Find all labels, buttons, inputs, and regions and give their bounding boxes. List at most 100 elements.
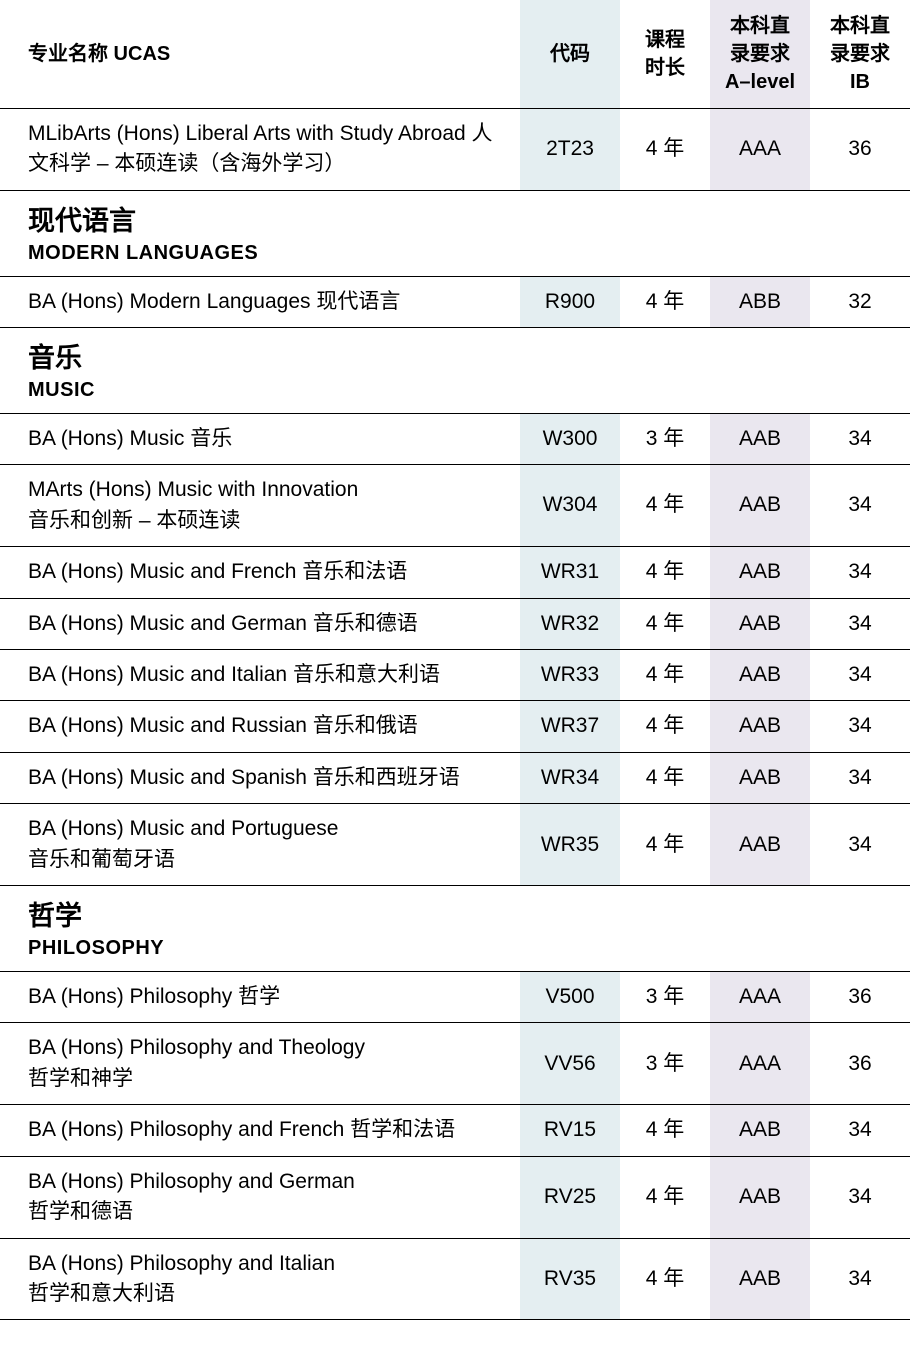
course-duration: 4 年 <box>620 1238 710 1320</box>
section-header-row: 哲学PHILOSOPHY <box>0 886 910 972</box>
section-title: 哲学PHILOSOPHY <box>0 886 910 972</box>
course-name: BA (Hons) Music and Russian 音乐和俄语 <box>0 701 520 752</box>
course-alevel: AAB <box>710 547 810 598</box>
course-alevel: AAB <box>710 701 810 752</box>
course-alevel: AAA <box>710 109 810 191</box>
header-alevel: 本科直录要求A–level <box>710 0 810 109</box>
header-code: 代码 <box>520 0 620 109</box>
course-ib: 36 <box>810 109 910 191</box>
course-code: W304 <box>520 465 620 547</box>
course-duration: 4 年 <box>620 276 710 327</box>
course-ib: 34 <box>810 598 910 649</box>
course-ib: 34 <box>810 547 910 598</box>
course-ib: 36 <box>810 1023 910 1105</box>
course-alevel: AAA <box>710 1023 810 1105</box>
course-alevel: AAB <box>710 598 810 649</box>
course-ib: 34 <box>810 650 910 701</box>
section-title-cn: 现代语言 <box>28 205 902 239</box>
course-duration: 3 年 <box>620 971 710 1022</box>
course-code: WR35 <box>520 804 620 886</box>
course-duration: 4 年 <box>620 547 710 598</box>
course-table: 专业名称 UCAS 代码 课程时长 本科直录要求A–level 本科直录要求IB… <box>0 0 910 1320</box>
table-row: MLibArts (Hons) Liberal Arts with Study … <box>0 109 910 191</box>
header-name: 专业名称 UCAS <box>0 0 520 109</box>
table-row: BA (Hons) Music and German 音乐和德语WR324 年A… <box>0 598 910 649</box>
course-alevel: AAA <box>710 971 810 1022</box>
course-duration: 3 年 <box>620 1023 710 1105</box>
table-header-row: 专业名称 UCAS 代码 课程时长 本科直录要求A–level 本科直录要求IB <box>0 0 910 109</box>
table-row: BA (Hons) Music and Italian 音乐和意大利语WR334… <box>0 650 910 701</box>
course-name: BA (Hons) Music and Portuguese音乐和葡萄牙语 <box>0 804 520 886</box>
course-duration: 4 年 <box>620 1105 710 1156</box>
section-header-row: 现代语言MODERN LANGUAGES <box>0 190 910 276</box>
table-row: BA (Hons) Music 音乐W3003 年AAB34 <box>0 413 910 464</box>
table-row: BA (Hons) Music and Portuguese音乐和葡萄牙语WR3… <box>0 804 910 886</box>
course-code: W300 <box>520 413 620 464</box>
course-alevel: AAB <box>710 465 810 547</box>
course-code: RV35 <box>520 1238 620 1320</box>
course-ib: 34 <box>810 752 910 803</box>
course-ib: 32 <box>810 276 910 327</box>
course-code: VV56 <box>520 1023 620 1105</box>
course-ib: 34 <box>810 701 910 752</box>
course-ib: 34 <box>810 465 910 547</box>
table-row: BA (Hons) Music and French 音乐和法语WR314 年A… <box>0 547 910 598</box>
course-code: WR33 <box>520 650 620 701</box>
course-name: BA (Hons) Philosophy and German哲学和德语 <box>0 1156 520 1238</box>
course-duration: 4 年 <box>620 650 710 701</box>
course-code: V500 <box>520 971 620 1022</box>
course-name: BA (Hons) Music and German 音乐和德语 <box>0 598 520 649</box>
course-name: BA (Hons) Philosophy and Italian哲学和意大利语 <box>0 1238 520 1320</box>
table-row: BA (Hons) Philosophy and French 哲学和法语RV1… <box>0 1105 910 1156</box>
course-code: RV15 <box>520 1105 620 1156</box>
course-ib: 36 <box>810 971 910 1022</box>
course-code: RV25 <box>520 1156 620 1238</box>
course-alevel: AAB <box>710 1105 810 1156</box>
table-row: BA (Hons) Music and Russian 音乐和俄语WR374 年… <box>0 701 910 752</box>
course-code: R900 <box>520 276 620 327</box>
course-duration: 4 年 <box>620 465 710 547</box>
table-row: BA (Hons) Modern Languages 现代语言R9004 年AB… <box>0 276 910 327</box>
table-body: MLibArts (Hons) Liberal Arts with Study … <box>0 109 910 1320</box>
course-name: BA (Hons) Philosophy and Theology哲学和神学 <box>0 1023 520 1105</box>
course-code: WR34 <box>520 752 620 803</box>
course-alevel: AAB <box>710 1156 810 1238</box>
course-name: MLibArts (Hons) Liberal Arts with Study … <box>0 109 520 191</box>
table-row: MArts (Hons) Music with Innovation音乐和创新 … <box>0 465 910 547</box>
course-duration: 3 年 <box>620 413 710 464</box>
section-title-cn: 音乐 <box>28 342 902 376</box>
course-name: BA (Hons) Philosophy 哲学 <box>0 971 520 1022</box>
section-title-en: PHILOSOPHY <box>28 934 902 963</box>
course-name: BA (Hons) Philosophy and French 哲学和法语 <box>0 1105 520 1156</box>
course-duration: 4 年 <box>620 109 710 191</box>
table-row: BA (Hons) Philosophy and Theology哲学和神学VV… <box>0 1023 910 1105</box>
course-ib: 34 <box>810 804 910 886</box>
section-title-en: MUSIC <box>28 376 902 405</box>
course-name: BA (Hons) Music 音乐 <box>0 413 520 464</box>
course-name: BA (Hons) Modern Languages 现代语言 <box>0 276 520 327</box>
course-duration: 4 年 <box>620 598 710 649</box>
course-code: WR32 <box>520 598 620 649</box>
header-duration: 课程时长 <box>620 0 710 109</box>
course-ib: 34 <box>810 1238 910 1320</box>
course-duration: 4 年 <box>620 752 710 803</box>
table-row: BA (Hons) Philosophy and German哲学和德语RV25… <box>0 1156 910 1238</box>
table-row: BA (Hons) Philosophy and Italian哲学和意大利语R… <box>0 1238 910 1320</box>
course-name: BA (Hons) Music and French 音乐和法语 <box>0 547 520 598</box>
section-title: 现代语言MODERN LANGUAGES <box>0 190 910 276</box>
table-row: BA (Hons) Philosophy 哲学V5003 年AAA36 <box>0 971 910 1022</box>
course-duration: 4 年 <box>620 1156 710 1238</box>
course-name: BA (Hons) Music and Spanish 音乐和西班牙语 <box>0 752 520 803</box>
course-alevel: AAB <box>710 804 810 886</box>
course-ib: 34 <box>810 413 910 464</box>
course-alevel: AAB <box>710 1238 810 1320</box>
course-code: WR37 <box>520 701 620 752</box>
course-name: MArts (Hons) Music with Innovation音乐和创新 … <box>0 465 520 547</box>
section-title-cn: 哲学 <box>28 900 902 934</box>
course-alevel: AAB <box>710 650 810 701</box>
table-row: BA (Hons) Music and Spanish 音乐和西班牙语WR344… <box>0 752 910 803</box>
course-ib: 34 <box>810 1105 910 1156</box>
course-alevel: ABB <box>710 276 810 327</box>
course-code: WR31 <box>520 547 620 598</box>
course-name: BA (Hons) Music and Italian 音乐和意大利语 <box>0 650 520 701</box>
